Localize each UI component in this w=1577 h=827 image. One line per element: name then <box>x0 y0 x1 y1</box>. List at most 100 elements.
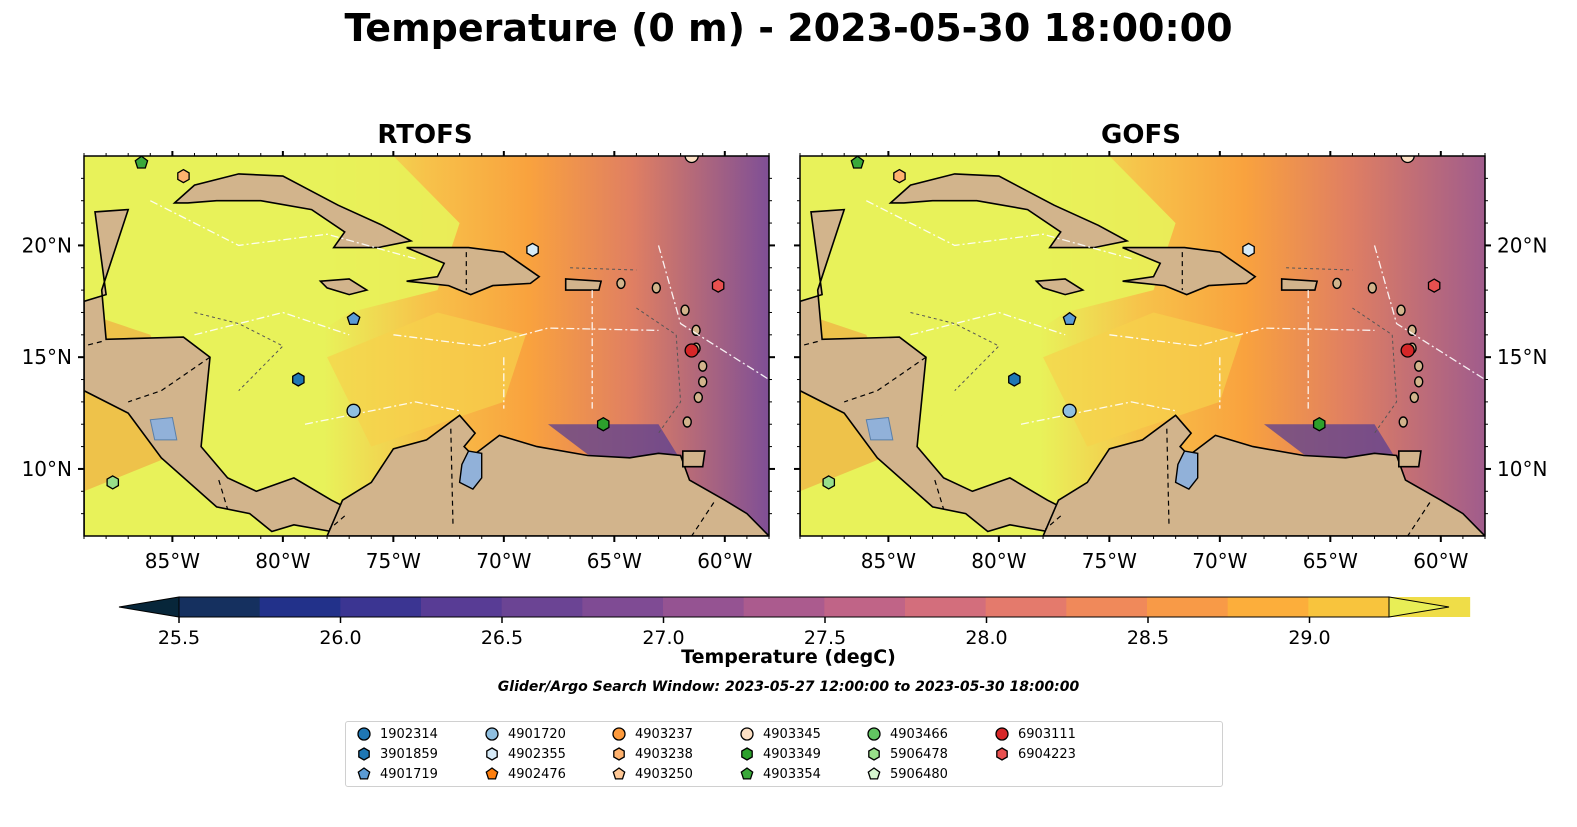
warm-patch <box>1043 312 1242 447</box>
legend-item: 5906480 <box>866 766 948 782</box>
map-gofs: 85°W 80°W 75°W 70°W 65°W 60°W 20°N 15°N 10°N <box>794 151 1547 573</box>
colorbar-segment <box>340 597 422 617</box>
colorbar: 25.5 26.0 26.5 27.0 27.5 28.0 28.5 29.0 <box>118 596 1471 645</box>
legend-marker <box>741 747 753 761</box>
pentagon-marker-icon <box>867 767 881 780</box>
land-island <box>698 376 708 388</box>
float-4903349 <box>1312 416 1326 432</box>
colorbar-segment <box>1308 597 1390 617</box>
pentagon-marker-icon <box>485 767 499 780</box>
isobath <box>194 312 284 392</box>
float-4901719 <box>346 311 361 326</box>
land-cuba <box>172 173 414 249</box>
legend-item: 4903349 <box>739 746 821 762</box>
eez-boundary <box>910 311 1066 336</box>
hexagon-marker-icon <box>358 747 370 761</box>
float-4903345 <box>684 156 699 164</box>
hexagon-marker-icon <box>613 747 625 761</box>
legend-label: 4903250 <box>635 766 693 782</box>
map-frame <box>799 155 1486 537</box>
land-island <box>680 304 690 316</box>
land-puerto-rico <box>1280 278 1319 291</box>
land-cuba <box>888 173 1130 249</box>
lat-tick-label: 20°N <box>22 233 72 257</box>
legend-marker <box>995 727 1009 741</box>
land-island <box>1414 376 1424 388</box>
lon-tick-label: 60°W <box>1413 549 1468 573</box>
circle-marker-icon <box>612 727 626 741</box>
legend-label: 1902314 <box>380 726 438 742</box>
float-1902314 <box>346 403 361 418</box>
land-island <box>616 277 626 290</box>
legend-item: 4903466 <box>866 726 948 742</box>
border-line <box>691 502 715 536</box>
isobath <box>910 312 1000 392</box>
land-island <box>1414 360 1424 372</box>
float-4903238 <box>177 168 190 184</box>
isobath <box>636 307 682 434</box>
float-6904223 <box>711 278 725 293</box>
colorbar-segment <box>501 597 583 617</box>
float-6903111 <box>684 343 699 358</box>
legend-label: 4903238 <box>635 746 693 762</box>
legend-label: 5906478 <box>890 746 948 762</box>
border-line <box>1166 428 1170 525</box>
legend-marker <box>485 767 499 780</box>
legend-item: 4903250 <box>611 766 693 782</box>
pentagon-marker-icon <box>740 767 754 780</box>
legend-label: 4903349 <box>763 746 821 762</box>
eez-boundary <box>1109 327 1375 347</box>
legend-item: 4902355 <box>484 746 566 762</box>
eez-boundary <box>1373 245 1485 381</box>
pentagon-marker-icon <box>357 767 371 780</box>
land-jamaica <box>318 278 369 296</box>
legend-label: 5906480 <box>890 766 948 782</box>
legend-marker <box>486 747 498 761</box>
legend-marker <box>740 727 754 741</box>
eez-boundary <box>393 327 659 347</box>
land-island <box>1332 277 1342 290</box>
eez-boundary <box>194 311 350 336</box>
lat-tick-label: 15°N <box>1497 345 1547 369</box>
land-trinidad <box>681 450 706 468</box>
lat-tick-label: 15°N <box>22 345 72 369</box>
legend-marker <box>357 767 371 780</box>
colorbar-tick-label: 26.0 <box>319 627 361 645</box>
lon-tick-label: 70°W <box>476 549 531 573</box>
legend-item: 4902476 <box>484 766 566 782</box>
legend-item: 4903238 <box>611 746 693 762</box>
eez-boundary <box>1020 401 1176 425</box>
float-4901719 <box>1062 311 1077 326</box>
land-island <box>1409 391 1419 404</box>
land-island <box>1396 304 1406 316</box>
land-puerto-rico <box>564 278 603 291</box>
legend: 1902314 3901859 4901719 4901720 4902355 49024… <box>345 721 1223 787</box>
cool-upwelling <box>548 424 681 460</box>
colorbar-segment <box>905 597 987 617</box>
map-rtofs: 85°W 80°W 75°W 70°W 65°W 60°W 20°N 15°N 10°N <box>22 151 775 573</box>
map-frame <box>83 155 770 537</box>
legend-label: 4903466 <box>890 726 948 742</box>
legend-label: 4901720 <box>508 726 566 742</box>
float-6904223 <box>1427 278 1441 293</box>
circle-marker-icon <box>357 727 371 741</box>
land-island <box>693 391 703 404</box>
land-island <box>698 360 708 372</box>
lon-tick-label: 80°W <box>971 549 1026 573</box>
legend-item: 4901719 <box>356 766 438 782</box>
legend-marker <box>485 727 499 741</box>
legend-item: 3901859 <box>356 746 438 762</box>
colorbar-tick-label: 28.0 <box>965 627 1007 645</box>
lat-tick-label: 10°N <box>1497 457 1547 481</box>
legend-marker <box>358 747 370 761</box>
float-4903354 <box>134 156 149 169</box>
colorbar-segment <box>824 597 906 617</box>
isobath <box>570 267 637 271</box>
lake-maracaibo <box>458 450 483 490</box>
border-line <box>450 428 454 525</box>
float-3901859 <box>292 372 305 387</box>
colorbar-segment <box>179 597 261 617</box>
colorbar-extend-min <box>118 596 180 618</box>
circle-marker-icon <box>995 727 1009 741</box>
legend-marker <box>867 767 881 780</box>
